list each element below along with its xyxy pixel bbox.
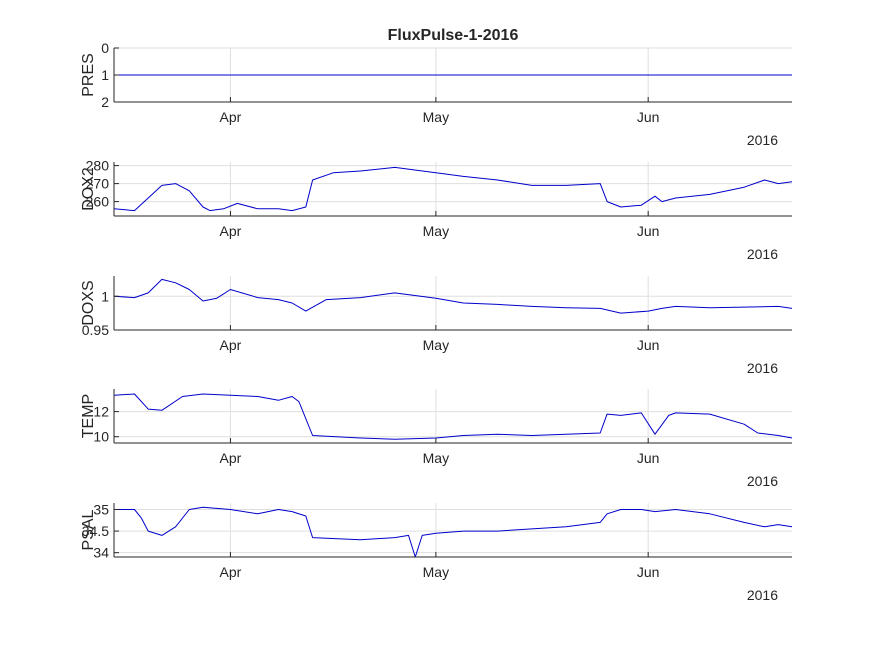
x-tick-label: May — [423, 564, 449, 580]
x-tick-label: May — [423, 450, 449, 466]
series-line-temp — [113, 393, 793, 440]
subplot-temp: 10 12 Apr May Jun 2016 TEMP — [80, 389, 793, 489]
x-tick-label: Apr — [220, 109, 242, 125]
series-line-doxs — [113, 278, 793, 314]
x-tick-label: Jun — [637, 450, 660, 466]
x-tick-label: Jun — [637, 109, 660, 125]
y-tick-label: 34.5 — [82, 523, 109, 539]
y-axis-label: PSAL — [80, 509, 97, 550]
plot-area — [114, 162, 792, 216]
x-tick-label: Apr — [220, 337, 242, 353]
y-tick-label: 1 — [101, 67, 109, 83]
y-tick-label: 34 — [93, 545, 109, 561]
x-year-label: 2016 — [747, 587, 778, 603]
x-tick-label: Apr — [220, 223, 242, 239]
subplot-psal: 34 34.5 35 Apr May Jun 2016 PSAL — [80, 501, 793, 603]
subplot-pres: 0 1 2 Apr May Jun 2016 PRES — [80, 40, 792, 148]
x-tick-label: Apr — [220, 450, 242, 466]
x-tick-label: Apr — [220, 564, 242, 580]
series-line-dox2 — [113, 166, 793, 212]
y-tick-label: 10 — [93, 429, 109, 445]
y-axis-label: DOX2 — [80, 167, 97, 211]
y-axis-label: DOXS — [80, 280, 97, 325]
x-tick-label: Jun — [637, 564, 660, 580]
y-tick-label: 0 — [101, 40, 109, 56]
subplot-dox2: 260 270 280 Apr May Jun 2016 DOX2 — [80, 158, 793, 262]
plot-area — [114, 276, 792, 330]
y-tick-label: 1 — [101, 288, 109, 304]
x-tick-label: Jun — [637, 337, 660, 353]
subplot-doxs: 0.95 1 Apr May Jun 2016 DOXS — [80, 276, 793, 376]
x-year-label: 2016 — [747, 473, 778, 489]
plot-area — [114, 503, 792, 557]
y-axis-label: PRES — [80, 53, 97, 97]
x-year-label: 2016 — [747, 360, 778, 376]
plot-area — [114, 389, 792, 443]
y-tick-label: 0.95 — [82, 322, 109, 338]
y-tick-label: 12 — [93, 404, 109, 420]
x-year-label: 2016 — [747, 132, 778, 148]
x-tick-label: May — [423, 337, 449, 353]
figure-title: FluxPulse-1-2016 — [388, 27, 519, 44]
y-tick-label: 280 — [86, 158, 110, 174]
x-tick-label: May — [423, 109, 449, 125]
y-tick-label: 270 — [86, 176, 110, 192]
x-year-label: 2016 — [747, 246, 778, 262]
y-tick-label: 260 — [86, 194, 110, 210]
y-axis-label: TEMP — [80, 394, 97, 438]
y-tick-label: 2 — [101, 94, 109, 110]
x-tick-label: Jun — [637, 223, 660, 239]
x-tick-label: May — [423, 223, 449, 239]
y-tick-label: 35 — [93, 501, 109, 517]
